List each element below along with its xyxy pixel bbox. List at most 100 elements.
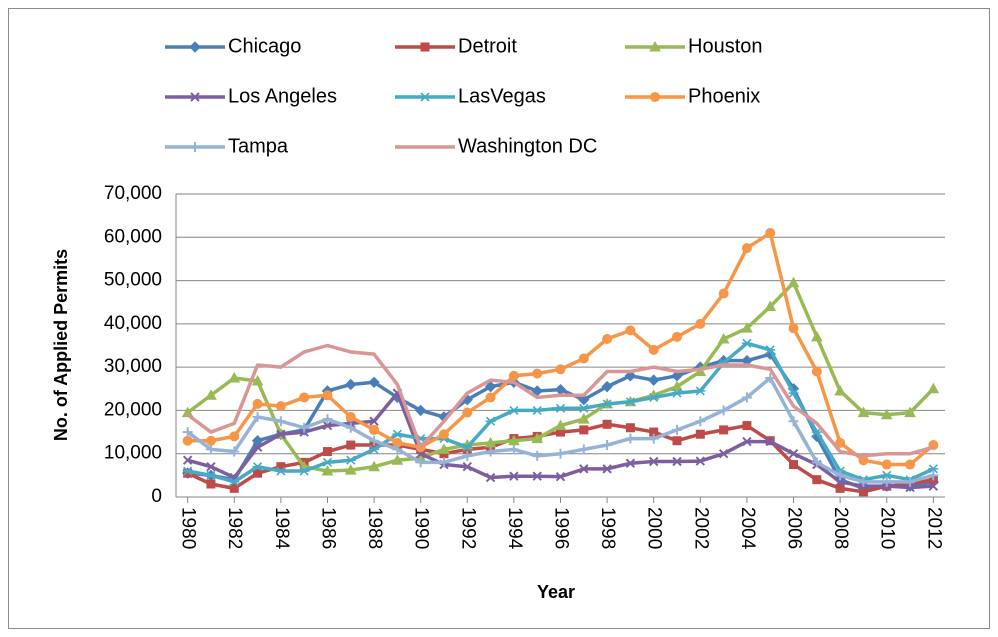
point (275, 416, 286, 427)
point (532, 368, 543, 379)
point (322, 390, 333, 401)
legend-label: Chicago (228, 35, 301, 57)
point (742, 436, 752, 447)
point (299, 466, 310, 476)
point (462, 407, 473, 418)
point (858, 476, 869, 487)
point (182, 455, 193, 465)
point (787, 276, 800, 288)
x-tick-label: 2006 (784, 507, 805, 549)
legend-label: Detroit (458, 35, 517, 57)
point (369, 435, 380, 446)
point (322, 447, 332, 457)
x-tick-label: 1982 (224, 507, 245, 549)
legend-marker (190, 92, 200, 102)
x-tick-label: 1984 (271, 507, 292, 550)
point (368, 460, 380, 472)
series (182, 372, 939, 487)
point (905, 482, 915, 493)
y-tick-label: 30,000 (104, 356, 162, 377)
point (741, 392, 752, 403)
point (579, 425, 589, 435)
y-tick-label: 70,000 (104, 183, 162, 204)
legend-marker (190, 142, 200, 152)
point (602, 334, 613, 345)
point (718, 288, 729, 299)
point (438, 429, 449, 440)
point (555, 364, 566, 375)
point (532, 405, 543, 415)
point (672, 436, 682, 446)
point (648, 374, 660, 386)
x-tick-label: 2000 (644, 507, 665, 549)
legend-marker (189, 41, 201, 53)
point (182, 427, 193, 438)
point (741, 338, 752, 348)
point (834, 384, 846, 396)
point (625, 433, 636, 444)
point (508, 444, 519, 455)
point (345, 455, 356, 465)
x-axis-title: Year (537, 582, 575, 602)
point (509, 471, 519, 481)
point (554, 419, 567, 431)
point (578, 444, 589, 455)
point (695, 429, 705, 439)
point (835, 470, 846, 481)
legend-label: Tampa (228, 135, 289, 157)
point (251, 374, 264, 386)
point (881, 459, 892, 470)
point (625, 458, 636, 468)
y-tick-label: 40,000 (104, 313, 162, 334)
point (695, 416, 706, 427)
point (741, 322, 753, 333)
point (648, 433, 659, 444)
point (276, 429, 286, 439)
point (462, 461, 472, 472)
point (881, 470, 892, 480)
point (438, 457, 449, 468)
point (857, 406, 870, 418)
x-tick-label: 1996 (550, 507, 571, 549)
y-tick-label: 10,000 (104, 443, 162, 464)
x-tick-label: 1986 (317, 507, 338, 549)
point (252, 462, 263, 472)
x-tick-label: 2010 (877, 507, 898, 549)
point (928, 481, 939, 491)
point (508, 370, 519, 381)
point (719, 425, 729, 435)
legend-label: Washington DC (458, 135, 597, 157)
legend-marker (650, 92, 660, 102)
point (579, 464, 589, 474)
point (228, 371, 241, 383)
point (578, 393, 590, 406)
point (625, 325, 636, 336)
point (577, 413, 590, 424)
point (765, 436, 775, 447)
x-tick-label: 2002 (690, 507, 711, 549)
y-tick-label: 50,000 (104, 270, 162, 291)
point (275, 401, 286, 412)
point (578, 353, 589, 364)
point (741, 243, 752, 254)
point (765, 227, 776, 238)
x-tick-label: 1992 (457, 507, 478, 549)
point (229, 477, 240, 487)
point (368, 376, 380, 389)
point (649, 456, 659, 467)
point (321, 464, 334, 476)
point (485, 392, 496, 403)
point (765, 372, 776, 383)
chart-frame (8, 8, 990, 629)
x-tick-label: 2008 (830, 507, 851, 549)
point (811, 427, 822, 437)
point (880, 408, 893, 420)
point (531, 432, 544, 444)
point (205, 470, 216, 480)
point (835, 477, 845, 487)
point (788, 416, 799, 427)
point (438, 443, 450, 454)
point (299, 422, 310, 433)
